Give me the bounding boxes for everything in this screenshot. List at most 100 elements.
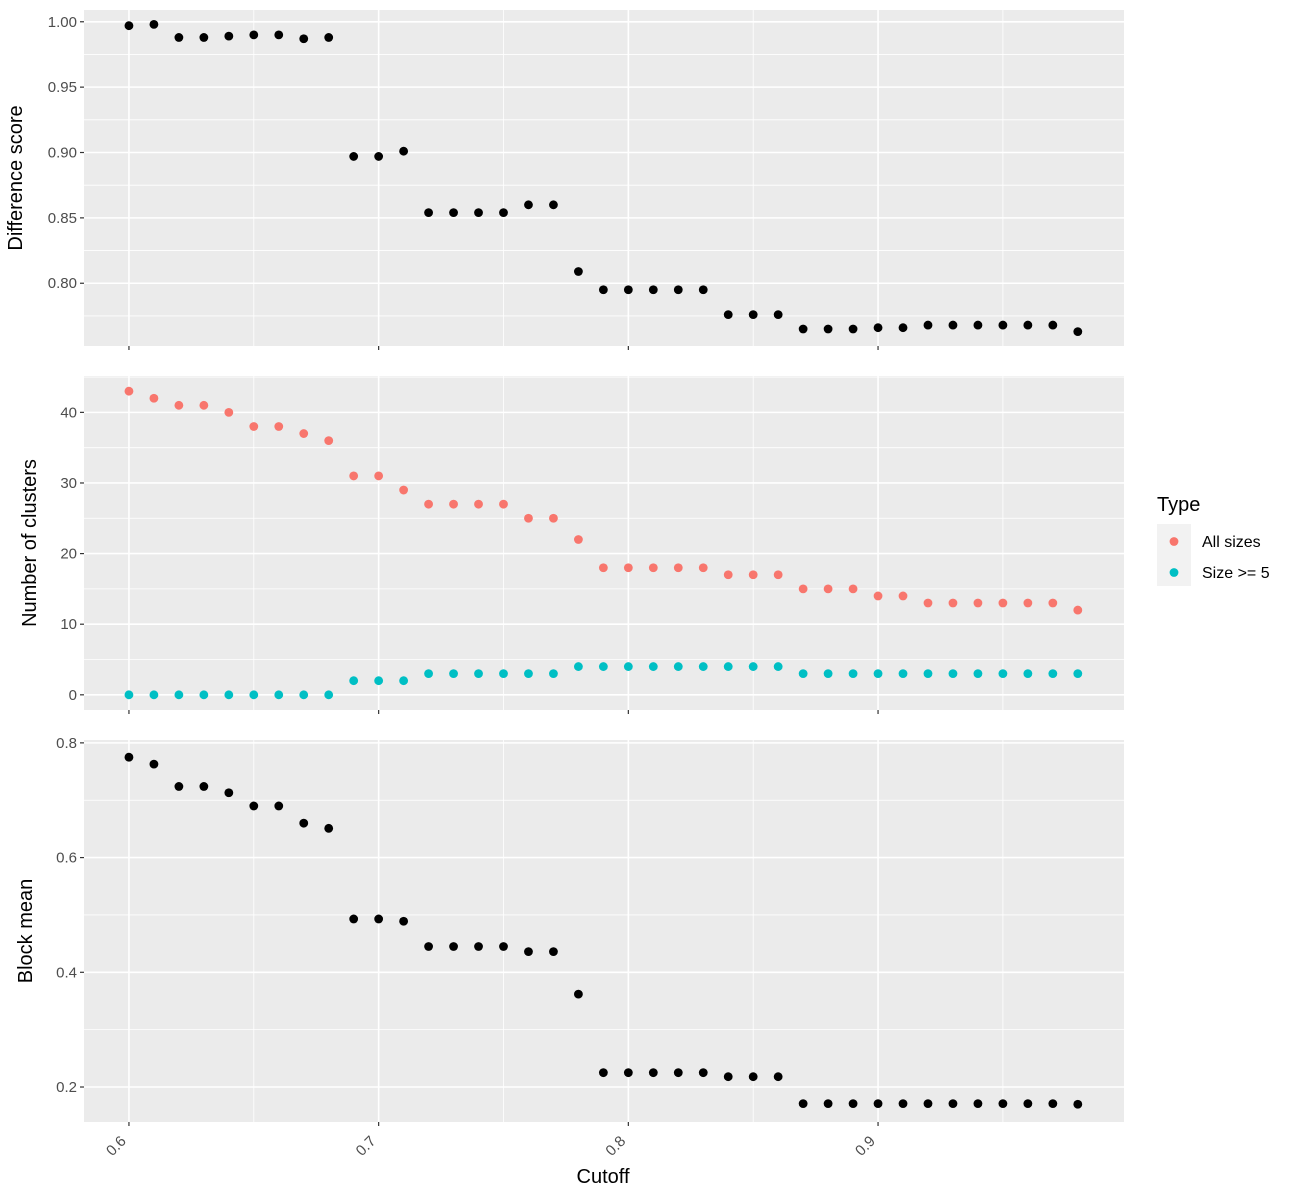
series-all-sizes: [124, 386, 1083, 615]
data-point: [449, 208, 458, 218]
data-point: [1073, 327, 1083, 337]
data-point: [574, 989, 583, 999]
data-point: [224, 690, 234, 700]
y-tick-label: 0.4: [56, 964, 77, 981]
data-point: [873, 323, 883, 333]
data-point: [524, 513, 533, 523]
panel-top: 0.80 0.85 0.90 0.95 1.00 Difference score: [5, 10, 1124, 350]
data-point: [948, 598, 958, 608]
data-point: [848, 584, 858, 594]
data-point: [149, 690, 159, 700]
data-point: [1048, 669, 1058, 679]
data-point: [973, 669, 983, 679]
data-point: [549, 513, 558, 523]
data-point: [399, 916, 409, 926]
data-point: [648, 662, 658, 671]
data-point: [499, 669, 508, 679]
data-point: [324, 823, 334, 833]
y-tick-label: 20: [60, 546, 77, 563]
data-point: [149, 759, 159, 769]
data-point: [723, 570, 733, 580]
data-point: [748, 662, 758, 671]
data-point: [723, 310, 733, 320]
data-point: [898, 669, 908, 679]
data-point: [748, 310, 758, 320]
data-point: [873, 1099, 883, 1109]
data-point: [374, 676, 384, 686]
data-point: [898, 591, 908, 601]
legend-items: All sizes Size >= 5: [1157, 524, 1270, 586]
data-point: [424, 208, 433, 218]
x-tick-label: 0.9: [852, 1133, 879, 1160]
data-point: [424, 669, 433, 679]
data-point: [399, 146, 409, 156]
data-point: [598, 285, 608, 295]
data-point: [873, 591, 883, 601]
data-point: [598, 1068, 608, 1078]
data-point: [199, 33, 209, 42]
data-point: [998, 598, 1008, 608]
data-point: [798, 324, 808, 334]
data-point: [973, 598, 983, 608]
data-point: [449, 499, 458, 509]
data-point: [274, 690, 284, 700]
data-point: [324, 690, 334, 700]
panel-bottom: 0.2 0.4 0.6 0.8 Block mean 0.6 0.7 0.8 0.9: [15, 735, 1124, 1160]
data-point: [673, 662, 683, 671]
data-point: [1073, 605, 1083, 615]
y-tick-label: 40: [60, 404, 77, 421]
data-point: [723, 1072, 733, 1082]
legend-point-icon: [1169, 568, 1179, 577]
data-point: [723, 662, 733, 671]
data-point: [199, 400, 209, 410]
series-size-5: [124, 662, 1083, 700]
data-point: [848, 1099, 858, 1109]
data-point: [449, 942, 458, 951]
data-point: [574, 535, 583, 544]
data-point: [374, 471, 384, 481]
data-point: [274, 30, 284, 40]
y-tick-label: 30: [60, 475, 77, 492]
data-point: [549, 669, 558, 679]
data-point: [574, 267, 583, 276]
panel-background: [84, 376, 1124, 710]
data-point: [923, 320, 933, 330]
y-tick-label: 10: [60, 616, 77, 633]
data-point: [1023, 669, 1033, 679]
y-axis-title: Difference score: [5, 105, 27, 250]
data-point: [299, 34, 309, 44]
data-point: [524, 200, 533, 210]
legend-label: Size >= 5: [1202, 565, 1270, 582]
legend-label: All sizes: [1202, 534, 1261, 551]
data-point: [798, 1099, 808, 1109]
panel-middle: 0 10 20 30 40 Number of clusters: [19, 376, 1124, 714]
data-point: [648, 285, 658, 295]
data-point: [199, 690, 209, 700]
data-point: [848, 324, 858, 334]
data-point: [149, 393, 159, 403]
data-point: [873, 669, 883, 679]
data-point: [698, 1068, 708, 1078]
data-point: [1023, 1099, 1033, 1109]
data-point: [349, 676, 359, 686]
data-point: [623, 1068, 633, 1078]
data-point: [773, 570, 783, 580]
y-axis-title: Block mean: [15, 879, 37, 984]
y-tick-label: 0.6: [56, 850, 77, 867]
data-point: [349, 471, 359, 481]
data-point: [374, 152, 384, 161]
data-point: [249, 30, 259, 40]
data-point: [174, 33, 184, 42]
x-axis-title: Cutoff: [577, 1166, 630, 1188]
data-point: [973, 1099, 983, 1109]
data-point: [823, 669, 833, 679]
x-tick-label: 0.8: [602, 1133, 629, 1160]
data-point: [673, 563, 683, 573]
data-point: [249, 690, 259, 700]
data-point: [698, 563, 708, 573]
data-point: [474, 499, 483, 509]
data-point: [923, 669, 933, 679]
data-point: [324, 33, 334, 42]
panel-background: [84, 10, 1124, 346]
data-point: [1073, 669, 1083, 679]
